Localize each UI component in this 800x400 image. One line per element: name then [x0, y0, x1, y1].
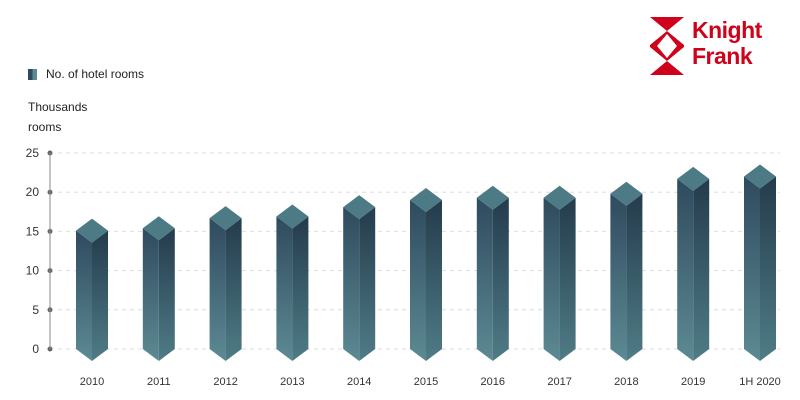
bar-2011 — [142, 216, 175, 361]
bar-body-right — [626, 193, 643, 361]
knight-frank-logo: Knight Frank — [650, 17, 762, 75]
bar-top — [209, 206, 242, 231]
y-axis-label-line-2: rooms — [28, 120, 62, 134]
x-tick-label: 2014 — [347, 376, 371, 388]
bar-body-right — [559, 197, 576, 361]
bar-2010 — [76, 218, 108, 361]
legend-label: No. of hotel rooms — [46, 67, 145, 81]
bar-body-left — [343, 207, 360, 361]
bar-top — [343, 195, 376, 220]
y-axis-label-line-1: Thousands — [28, 100, 88, 114]
bar-2017 — [543, 185, 576, 361]
x-tick-label: 2013 — [280, 376, 304, 388]
y-tick-label: 10 — [26, 264, 40, 278]
x-tick-label: 1H 2020 — [739, 376, 781, 388]
bar-body-left — [410, 200, 426, 361]
bar-2018 — [610, 181, 643, 361]
bar-top — [744, 164, 776, 189]
bar-2015 — [410, 188, 442, 361]
bar-body-right — [225, 218, 242, 361]
bar-top — [677, 166, 710, 191]
y-tick-label: 25 — [26, 146, 40, 160]
x-tick-label: 2011 — [147, 376, 171, 388]
y-tick-label: 0 — [32, 342, 39, 356]
x-tick-label: 2015 — [414, 376, 438, 388]
bar-2012 — [209, 206, 242, 361]
x-tick-label: 2018 — [614, 376, 638, 388]
bar-body-left — [543, 197, 560, 361]
bar-body-right — [158, 228, 175, 361]
brand-line-1: Knight — [692, 17, 762, 43]
bar-body-right — [693, 178, 710, 361]
legend: No. of hotel rooms — [28, 67, 144, 81]
x-tick-label: 2012 — [213, 376, 237, 388]
bar-1H 2020 — [744, 164, 776, 361]
bar-body-right — [292, 216, 309, 361]
x-tick-label: 2010 — [80, 376, 104, 388]
bar-top — [76, 218, 108, 243]
bar-top — [543, 185, 576, 210]
bar-body-right — [760, 176, 776, 361]
bar-body-left — [76, 230, 92, 361]
y-axis-label: Thousands rooms — [28, 97, 87, 137]
bar-top — [610, 181, 643, 206]
knight-frank-logo-mark — [650, 17, 684, 75]
legend-swatch — [28, 68, 37, 80]
bar-top — [476, 185, 509, 210]
bar-2016 — [476, 185, 509, 361]
bar-body-left — [209, 218, 226, 361]
knight-frank-logo-text: Knight Frank — [692, 17, 762, 69]
bar-body-right — [492, 197, 509, 361]
y-tick-label: 15 — [26, 224, 40, 238]
bar-body-left — [744, 176, 760, 361]
bar-body-right — [92, 230, 108, 361]
bar-body-left — [476, 197, 493, 361]
bar-body-right — [426, 200, 442, 361]
brand-line-2: Frank — [692, 43, 753, 69]
bar-body-left — [142, 228, 159, 361]
x-tick-label: 2019 — [681, 376, 705, 388]
bar-body-left — [610, 193, 627, 361]
bar-body-right — [359, 207, 376, 361]
bar-body-left — [677, 178, 694, 361]
bar-top — [142, 216, 175, 241]
bar-2014 — [343, 195, 376, 361]
bar-2013 — [276, 204, 309, 361]
bar-2019 — [677, 166, 710, 361]
y-tick-label: 20 — [26, 185, 40, 199]
bar-body-left — [276, 216, 293, 361]
bar-top — [410, 188, 442, 213]
y-tick-label: 5 — [32, 303, 39, 317]
x-tick-label: 2017 — [547, 376, 571, 388]
bar-top — [276, 204, 309, 229]
x-tick-label: 2016 — [481, 376, 505, 388]
